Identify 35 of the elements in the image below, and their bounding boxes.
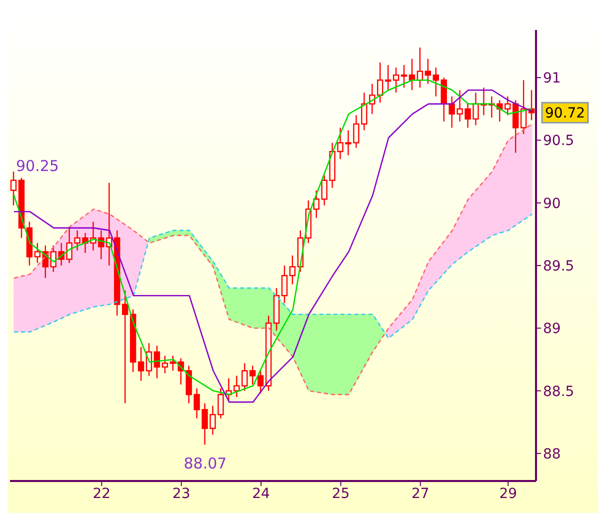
y-tick-label: 88 [543, 446, 561, 462]
annotation: 88.07 [184, 454, 227, 473]
y-tick-label: 91 [543, 70, 561, 87]
x-tick-label: 25 [332, 486, 350, 502]
x-tick-label: 29 [499, 486, 518, 502]
y-tick-label: 90 [543, 196, 561, 212]
candlestick [424, 58, 432, 84]
candlestick [138, 346, 144, 382]
candlestick [384, 64, 392, 91]
candlestick [392, 66, 400, 94]
candlestick [377, 62, 384, 104]
candlestick [432, 66, 439, 97]
line-series [13, 214, 533, 339]
text: 90.72 [544, 106, 586, 122]
candlestick [400, 64, 408, 88]
annotation: 90.25 [16, 157, 59, 175]
candlestick [249, 365, 256, 386]
candlestick [289, 254, 296, 285]
x-tick-label: 24 [252, 486, 270, 502]
y-tick-label: 90.5 [543, 133, 574, 150]
candlestick [257, 370, 264, 394]
candlestick [170, 355, 176, 372]
candlestick [281, 264, 288, 304]
y-tick-label: 89 [543, 321, 561, 338]
candlestick [122, 290, 128, 404]
candlestick [416, 46, 424, 88]
candlestick [520, 80, 527, 135]
y-tick-label: 89.5 [543, 258, 574, 274]
x-tick-label: 22 [92, 486, 111, 502]
x-tick-label: 27 [412, 486, 430, 502]
y-tick-label: 88.5 [543, 384, 574, 400]
x-tick-label: 23 [172, 486, 190, 502]
candlestick [162, 355, 168, 374]
candlestick [34, 242, 41, 264]
candlestick [10, 170, 17, 206]
